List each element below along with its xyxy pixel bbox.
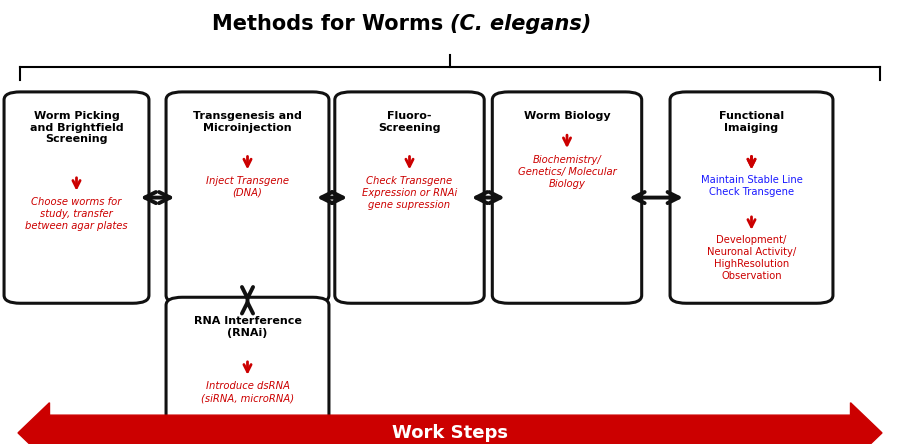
Text: Worm Picking
and Brightfield
Screening: Worm Picking and Brightfield Screening xyxy=(30,111,123,144)
FancyBboxPatch shape xyxy=(492,92,642,303)
Text: Choose worms for
study, transfer
between agar plates: Choose worms for study, transfer between… xyxy=(25,197,128,231)
FancyBboxPatch shape xyxy=(166,92,329,303)
FancyBboxPatch shape xyxy=(166,297,329,431)
Text: Worm Biology: Worm Biology xyxy=(524,111,610,121)
Text: Functional
Imaiging: Functional Imaiging xyxy=(719,111,784,133)
Polygon shape xyxy=(18,403,882,444)
Text: Fluoro-
Screening: Fluoro- Screening xyxy=(378,111,441,133)
FancyBboxPatch shape xyxy=(670,92,833,303)
FancyBboxPatch shape xyxy=(4,92,149,303)
Text: Work Steps: Work Steps xyxy=(392,424,508,442)
Text: Introduce dsRNA
(siRNA, microRNA): Introduce dsRNA (siRNA, microRNA) xyxy=(201,381,294,403)
Text: Maintain Stable Line
Check Transgene: Maintain Stable Line Check Transgene xyxy=(700,175,803,197)
Text: RNA Interference
(RNAi): RNA Interference (RNAi) xyxy=(194,316,302,338)
Text: (C. elegans): (C. elegans) xyxy=(450,14,591,35)
Text: Check Transgene
Expression or RNAi
gene supression: Check Transgene Expression or RNAi gene … xyxy=(362,176,457,210)
Text: Development/
Neuronal Activity/
HighResolution
Observation: Development/ Neuronal Activity/ HighReso… xyxy=(706,235,796,281)
Text: Biochemistry/
Genetics/ Molecular
Biology: Biochemistry/ Genetics/ Molecular Biolog… xyxy=(518,155,617,189)
Text: Methods for Worms: Methods for Worms xyxy=(212,14,450,35)
Text: Transgenesis and
Microinjection: Transgenesis and Microinjection xyxy=(194,111,302,133)
FancyBboxPatch shape xyxy=(335,92,484,303)
Text: Inject Transgene
(DNA): Inject Transgene (DNA) xyxy=(206,176,289,198)
